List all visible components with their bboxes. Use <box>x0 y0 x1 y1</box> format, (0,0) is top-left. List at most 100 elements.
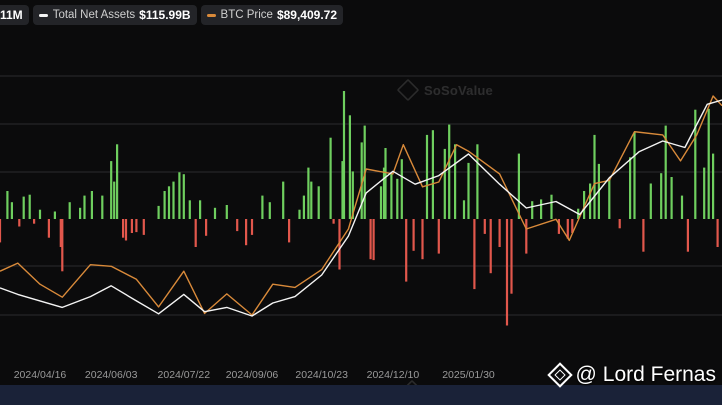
inflow-bar-52 <box>341 161 344 219</box>
inflow-bar-49 <box>329 137 332 219</box>
inflow-bar-109 <box>703 167 706 219</box>
inflow-bar-74 <box>454 144 457 219</box>
inflow-bar-102 <box>649 183 652 219</box>
inflow-bar-97 <box>608 179 611 219</box>
inflow-bar-104 <box>664 125 667 219</box>
inflow-bar-18 <box>113 181 116 219</box>
inflow-bar-14 <box>83 195 86 219</box>
inflow-bar-73 <box>448 124 451 219</box>
inflow-bar-15 <box>90 191 93 219</box>
inflow-bar-29 <box>178 172 181 219</box>
inflow-bar-27 <box>167 186 171 219</box>
inflow-bar-2 <box>10 202 13 219</box>
inflow-bar-36 <box>225 205 228 219</box>
inflow-bar-31 <box>188 200 191 219</box>
inflow-bar-72 <box>443 148 446 219</box>
inflow-bar-103 <box>660 173 663 219</box>
inflow-bar-41 <box>268 202 271 219</box>
inflow-bar-12 <box>68 202 71 219</box>
inflow-bar-45 <box>302 195 305 219</box>
inflow-bar-1 <box>6 191 9 219</box>
price-lines <box>0 95 722 317</box>
inflow-bar-9 <box>53 211 56 219</box>
inflow-bar-88 <box>550 194 553 219</box>
inflow-bar-83 <box>510 219 513 294</box>
inflow-bar-22 <box>130 219 133 233</box>
inflow-bar-8 <box>47 219 50 238</box>
inflow-bar-76 <box>467 162 470 219</box>
legend-total-assets-value: $115.99B <box>139 8 191 22</box>
inflow-bar-19 <box>116 144 119 219</box>
x-tick-label-1: 2024/06/03 <box>85 369 138 381</box>
inflow-bar-60 <box>379 186 383 219</box>
inflow-bar-107 <box>686 219 689 252</box>
inflow-bar-98 <box>618 219 621 229</box>
inflow-bar-90 <box>566 219 569 239</box>
watermark-text: SoSoValue <box>424 82 493 98</box>
inflow-bar-32 <box>194 219 197 247</box>
inflow-bar-50 <box>332 219 335 224</box>
author-credit: @ Lord Fernas <box>547 362 716 388</box>
inflow-bar-99 <box>629 157 632 219</box>
inflow-bar-79 <box>483 219 486 234</box>
credit-name: Lord Fernas <box>602 363 716 386</box>
legend-net-inflow[interactable]: 11M <box>0 5 29 25</box>
inflow-bar-5 <box>28 194 31 219</box>
inflow-bar-95 <box>593 134 596 219</box>
inflow-bar-82 <box>505 219 509 326</box>
x-tick-label-0: 2024/04/16 <box>14 369 67 381</box>
inflow-bar-108 <box>694 109 697 219</box>
inflow-bar-61 <box>382 167 386 219</box>
binance-square-icon <box>547 362 574 388</box>
x-tick-label-6: 2025/01/30 <box>442 369 495 381</box>
inflow-bar-0 <box>0 219 2 243</box>
x-tick-label-5: 2024/12/10 <box>367 369 420 381</box>
inflow-bar-40 <box>261 195 264 219</box>
inflow-bar-68 <box>421 219 424 260</box>
total-net-assets-line <box>0 99 722 317</box>
inflow-bar-85 <box>525 219 528 254</box>
inflow-bar-100 <box>633 132 636 219</box>
inflow-bar-39 <box>250 219 254 235</box>
inflow-bar-112 <box>716 219 719 247</box>
legend-btc-price[interactable]: BTC Price $89,409.72 <box>200 5 344 25</box>
inflow-bar-75 <box>462 200 466 219</box>
legend-total-assets-label: Total Net Assets <box>52 9 136 21</box>
inflow-bar-38 <box>245 219 248 246</box>
inflow-bar-35 <box>213 207 217 219</box>
inflow-bar-81 <box>498 219 501 247</box>
chart-legend: 11M Total Net Assets $115.99B BTC Price … <box>0 5 344 25</box>
inflow-bar-23 <box>135 219 138 233</box>
x-axis-ticks: 2024/04/16 2024/06/03 2024/07/22 2024/09/06… <box>14 369 495 381</box>
x-tick-label-2: 2024/07/22 <box>158 369 211 381</box>
inflow-bar-42 <box>282 181 285 219</box>
inflow-bar-80 <box>489 219 492 274</box>
legend-btc-label: BTC Price <box>220 9 273 21</box>
inflow-bar-48 <box>317 186 320 219</box>
inflow-bar-21 <box>124 219 128 241</box>
inflow-bar-16 <box>101 195 104 219</box>
inflow-bar-34 <box>205 219 208 236</box>
range-navigator[interactable] <box>0 385 722 405</box>
sosovalue-watermark: SoSoValue <box>396 78 493 102</box>
credit-at: @ <box>575 363 597 386</box>
btc-price-swatch <box>206 13 216 17</box>
inflow-bar-66 <box>405 219 408 282</box>
inflow-bar-71 <box>437 219 440 254</box>
total-assets-swatch <box>38 13 48 17</box>
inflow-bar-106 <box>680 195 684 219</box>
inflow-bar-11 <box>61 219 64 272</box>
inflow-bar-10 <box>59 219 62 247</box>
inflow-bar-28 <box>172 181 175 219</box>
inflow-bar-58 <box>369 219 372 260</box>
legend-total-assets[interactable]: Total Net Assets $115.99B <box>32 5 197 25</box>
inflow-bar-7 <box>38 209 42 219</box>
inflow-bar-62 <box>384 148 387 219</box>
inflow-bar-63 <box>390 174 393 219</box>
inflow-bar-3 <box>18 219 21 227</box>
inflow-bar-84 <box>517 153 520 219</box>
inflow-bar-67 <box>412 219 415 251</box>
inflow-bar-111 <box>712 153 715 219</box>
inflow-bar-47 <box>310 181 313 219</box>
